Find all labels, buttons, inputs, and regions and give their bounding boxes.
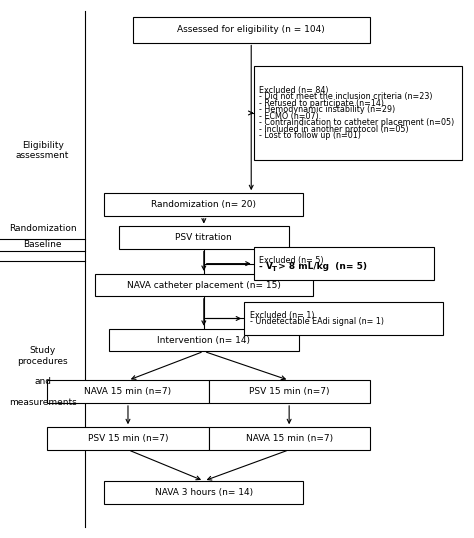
Text: Baseline: Baseline [23,240,62,249]
Text: - ECMO (n=07): - ECMO (n=07) [259,112,319,121]
FancyBboxPatch shape [104,193,303,216]
Text: NAVA catheter placement (n= 15): NAVA catheter placement (n= 15) [127,281,281,289]
Text: - Contraindication to catheter placement (n=05): - Contraindication to catheter placement… [259,118,455,127]
Text: > 8 mL/kg  (n= 5): > 8 mL/kg (n= 5) [275,263,367,271]
Text: NAVA 3 hours (n= 14): NAVA 3 hours (n= 14) [155,488,253,497]
FancyBboxPatch shape [209,380,370,403]
Text: Excluded (n= 84): Excluded (n= 84) [259,86,329,95]
FancyBboxPatch shape [209,427,370,450]
FancyBboxPatch shape [244,302,443,335]
FancyBboxPatch shape [118,226,289,249]
Text: - Included in another protocol (n=05): - Included in another protocol (n=05) [259,125,409,133]
Text: -: - [259,263,266,271]
Text: Excluded (n= 1): Excluded (n= 1) [250,311,314,320]
Text: V: V [266,263,273,271]
FancyBboxPatch shape [133,17,370,43]
Text: NAVA 15 min (n=7): NAVA 15 min (n=7) [246,434,333,443]
Text: Eligibility
assessment: Eligibility assessment [16,141,69,160]
Text: Assessed for eligibility (n = 104): Assessed for eligibility (n = 104) [177,25,325,34]
Text: Randomization: Randomization [9,224,76,233]
FancyBboxPatch shape [47,380,209,403]
Text: Study
procedures

and

measurements: Study procedures and measurements [9,346,76,407]
Text: T: T [272,266,277,272]
FancyBboxPatch shape [104,481,303,504]
FancyBboxPatch shape [109,329,299,351]
Text: - Lost to follow up (n=01): - Lost to follow up (n=01) [259,131,361,140]
Text: - Refused to participate (n=14): - Refused to participate (n=14) [259,99,384,108]
Text: - Did not meet the inclusion criteria (n=23): - Did not meet the inclusion criteria (n… [259,93,433,101]
Text: - Undetectable EAdi signal (n= 1): - Undetectable EAdi signal (n= 1) [250,317,384,326]
Text: NAVA 15 min (n=7): NAVA 15 min (n=7) [84,387,172,396]
Text: Excluded (n= 5): Excluded (n= 5) [259,256,324,265]
Text: PSV 15 min (n=7): PSV 15 min (n=7) [88,434,168,443]
Text: Intervention (n= 14): Intervention (n= 14) [157,336,250,344]
Text: PSV titration: PSV titration [175,233,232,242]
Text: - Hemodynamic instability (n=29): - Hemodynamic instability (n=29) [259,105,395,114]
FancyBboxPatch shape [95,274,313,296]
FancyBboxPatch shape [47,427,209,450]
Text: Randomization (n= 20): Randomization (n= 20) [151,200,256,209]
Text: PSV 15 min (n=7): PSV 15 min (n=7) [249,387,329,396]
FancyBboxPatch shape [254,247,434,280]
FancyBboxPatch shape [254,66,462,160]
